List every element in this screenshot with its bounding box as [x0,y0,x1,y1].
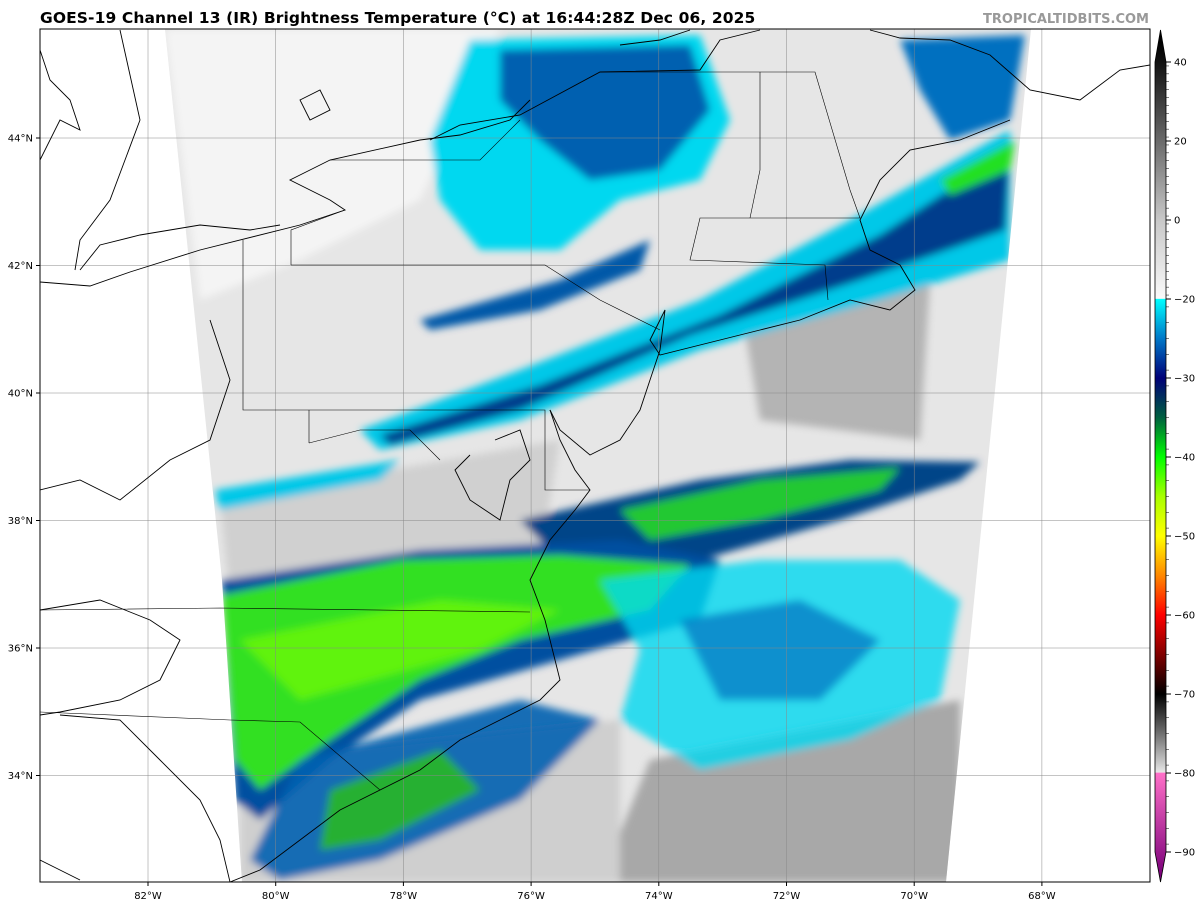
coastlines [40,29,1150,882]
colorbar-label: −50 [1174,532,1195,543]
satellite-imagery [165,29,1031,882]
longitude-label: 78°W [390,891,418,902]
longitude-label: 68°W [1028,891,1056,902]
colorbar-label: 0 [1174,216,1180,227]
colorbar-label: 20 [1174,137,1187,148]
colorbar: 40 20 0 −20 −30 −40 −50 −60 −70 −80 −90 [1154,29,1195,883]
latitude-label: 42°N [8,261,33,272]
colorbar-scale [1154,29,1167,883]
graticule [40,29,1150,882]
longitude-label: 72°W [773,891,801,902]
map-frame [39,28,1151,883]
colorbar-label: −90 [1174,848,1195,859]
latitude-label: 40°N [8,389,33,400]
colorbar-label: −20 [1174,295,1195,306]
longitude-label: 76°W [517,891,545,902]
colorbar-label: −30 [1174,374,1195,385]
colorbar-label: 40 [1174,58,1187,69]
longitude-label: 82°W [134,891,162,902]
colorbar-label: −60 [1174,611,1195,622]
map-area [40,29,1150,882]
map-title: GOES-19 Channel 13 (IR) Brightness Tempe… [40,9,756,27]
colorbar-label: −70 [1174,690,1195,701]
colorbar-label: −80 [1174,769,1195,780]
latitude-axis: 44°N 42°N 40°N 38°N 36°N 34°N [8,134,40,782]
latitude-label: 36°N [8,644,33,655]
state-borders [40,71,861,791]
longitude-label: 74°W [645,891,673,902]
colorbar-ticks: 40 20 0 −20 −30 −40 −50 −60 −70 −80 −90 [1166,58,1195,859]
watermark: TROPICALTIDBITS.COM [983,12,1149,27]
colorbar-label: −40 [1174,453,1195,464]
longitude-label: 70°W [900,891,928,902]
latitude-label: 44°N [8,134,33,145]
latitude-label: 38°N [8,516,33,527]
longitude-axis: 82°W 80°W 78°W 76°W 74°W 72°W 70°W 68°W [134,882,1056,902]
latitude-label: 34°N [8,771,33,782]
longitude-label: 80°W [262,891,290,902]
